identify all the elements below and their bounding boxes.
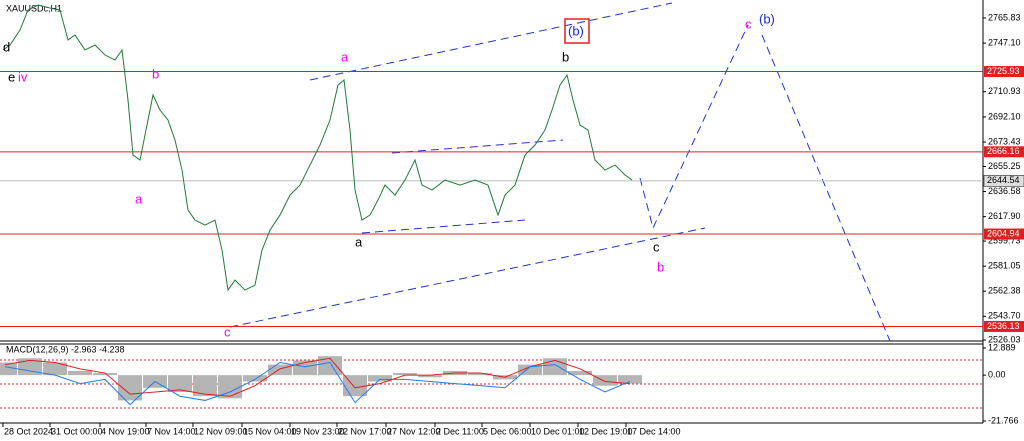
macd-bar: [268, 364, 292, 376]
wave-label: c: [224, 324, 231, 339]
highlight-box: [564, 18, 590, 44]
y-tick-label: -21.766: [988, 415, 1019, 425]
level-label: 2725.93: [987, 66, 1020, 76]
x-tick-label: 22 Nov 17:00: [338, 426, 392, 436]
level-label-box: [984, 146, 1024, 158]
wave-label: c: [745, 16, 752, 31]
x-tick-label: 12 Nov 09:00: [194, 426, 248, 436]
y-tick-label: 2636.58: [988, 186, 1021, 196]
y-tick-label: 2581.05: [988, 261, 1021, 271]
macd-bar: [518, 364, 542, 376]
wave-label: (b): [568, 23, 584, 38]
trendline: [309, 2, 673, 81]
x-tick-label: 10 Dec 01:00: [531, 426, 585, 436]
macd-bar: [318, 356, 342, 376]
y-tick-label: 2526.03: [988, 334, 1021, 344]
level-label: 2604.94: [987, 228, 1020, 238]
level-label: 2666.16: [987, 146, 1020, 156]
macd-bar: [618, 375, 642, 384]
macd-bar: [243, 375, 267, 382]
y-tick-label: 2655.25: [988, 161, 1021, 171]
macd-bar: [193, 375, 217, 397]
macd-bar: [68, 370, 92, 376]
level-label-box: [984, 66, 1024, 78]
y-tick-label: 2747.10: [988, 37, 1021, 47]
y-tick-label: 2599.73: [988, 235, 1021, 245]
price-line: [2, 4, 633, 292]
macd-bar: [168, 375, 192, 393]
y-tick-label: 2673.43: [988, 136, 1021, 146]
x-tick-label: 2 Dec 11:00: [436, 426, 484, 436]
y-tick-label: 2617.90: [988, 211, 1021, 221]
level-label-box: [984, 320, 1024, 332]
macd-line: [4, 361, 631, 406]
y-tick-label: 2710.93: [988, 86, 1021, 96]
trendline: [361, 219, 526, 234]
macd-bar: [468, 373, 492, 376]
macd-line: [4, 357, 631, 397]
x-tick-label: 7 Nov 14:00: [147, 426, 196, 436]
y-tick-label: 2562.38: [988, 286, 1021, 296]
last-price-label: 2644.54: [987, 175, 1020, 185]
wave-label: iv: [18, 69, 28, 84]
wave-label: a: [341, 49, 349, 64]
x-tick-label: 19 Nov 23:00: [291, 426, 345, 436]
x-tick-label: 4 Nov 19:00: [101, 426, 150, 436]
macd-bar: [568, 370, 592, 376]
x-tick-label: 28 Oct 2024: [4, 426, 53, 436]
macd-bar: [593, 375, 617, 386]
level-label-box: [984, 228, 1024, 240]
wave-label: d: [3, 39, 10, 54]
level-label: 2536.13: [987, 321, 1020, 331]
wave-label: b: [152, 66, 159, 81]
trendline: [229, 227, 706, 328]
y-tick-label: 2765.83: [988, 12, 1021, 22]
y-tick-label: 2543.70: [988, 311, 1021, 321]
macd-bar: [18, 358, 42, 376]
wave-label: b: [562, 49, 569, 64]
projection: [639, 24, 749, 230]
macd-bar: [0, 362, 17, 376]
wave-label: b: [657, 259, 664, 274]
projection: [761, 34, 891, 342]
macd-bar: [418, 375, 442, 378]
x-tick-label: 5 Dec 06:00: [483, 426, 532, 436]
wave-label: a: [355, 234, 363, 249]
wave-label: c: [653, 239, 660, 254]
macd-bar: [93, 373, 117, 376]
y-tick-label: 2692.10: [988, 111, 1021, 121]
symbol-label: XAUUSDc,H1: [6, 3, 62, 13]
last-price-box: [983, 175, 1024, 187]
macd-bar: [393, 373, 417, 376]
macd-bar: [218, 375, 242, 399]
trendline: [391, 139, 564, 154]
macd-bar: [368, 375, 392, 382]
x-tick-label: 27 Nov 12:00: [387, 426, 441, 436]
wave-label: (b): [759, 11, 775, 26]
wave-label: e: [8, 69, 15, 84]
macd-bar: [43, 362, 67, 376]
wave-label: a: [135, 191, 143, 206]
y-tick-label: 0.00: [988, 370, 1006, 380]
x-tick-label: 12 Dec 19:00: [579, 426, 633, 436]
macd-label: MACD(12,26,9) -2.963 -4.238: [6, 344, 125, 354]
x-tick-label: 17 Dec 14:00: [627, 426, 681, 436]
trendlines: [229, 2, 891, 342]
x-tick-label: 15 Nov 04:00: [243, 426, 297, 436]
y-tick-label: 12.889: [988, 342, 1016, 352]
x-tick-label: 31 Oct 00:00: [51, 426, 103, 436]
